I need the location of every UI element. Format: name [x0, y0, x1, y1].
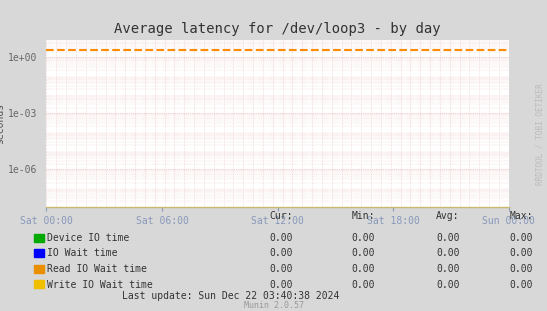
Text: Device IO time: Device IO time: [47, 233, 129, 243]
Text: 0.00: 0.00: [351, 280, 375, 290]
Text: 0.00: 0.00: [436, 248, 459, 258]
Text: Min:: Min:: [351, 211, 375, 221]
Text: Write IO Wait time: Write IO Wait time: [47, 280, 153, 290]
Text: 0.00: 0.00: [436, 233, 459, 243]
Text: 0.00: 0.00: [351, 264, 375, 274]
Title: Average latency for /dev/loop3 - by day: Average latency for /dev/loop3 - by day: [114, 22, 441, 36]
Text: 0.00: 0.00: [269, 233, 293, 243]
Text: 0.00: 0.00: [510, 264, 533, 274]
Text: 0.00: 0.00: [510, 248, 533, 258]
Text: 0.00: 0.00: [351, 248, 375, 258]
Text: Munin 2.0.57: Munin 2.0.57: [243, 301, 304, 310]
Text: Avg:: Avg:: [436, 211, 459, 221]
Text: 0.00: 0.00: [436, 280, 459, 290]
Text: 0.00: 0.00: [269, 248, 293, 258]
Text: IO Wait time: IO Wait time: [47, 248, 118, 258]
Text: RRDTOOL / TOBI OETIKER: RRDTOOL / TOBI OETIKER: [536, 83, 544, 185]
Text: Max:: Max:: [510, 211, 533, 221]
Text: 0.00: 0.00: [510, 233, 533, 243]
Text: Last update: Sun Dec 22 03:40:38 2024: Last update: Sun Dec 22 03:40:38 2024: [122, 290, 339, 300]
Text: 0.00: 0.00: [269, 264, 293, 274]
Y-axis label: seconds: seconds: [0, 103, 4, 144]
Text: Cur:: Cur:: [269, 211, 293, 221]
Text: 0.00: 0.00: [510, 280, 533, 290]
Text: 0.00: 0.00: [436, 264, 459, 274]
Text: Read IO Wait time: Read IO Wait time: [47, 264, 147, 274]
Text: 0.00: 0.00: [269, 280, 293, 290]
Text: 0.00: 0.00: [351, 233, 375, 243]
